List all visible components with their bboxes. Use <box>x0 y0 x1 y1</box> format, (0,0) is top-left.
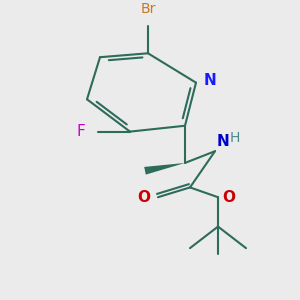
Text: N: N <box>204 73 217 88</box>
Polygon shape <box>144 163 185 175</box>
Text: H: H <box>230 131 240 145</box>
Text: Br: Br <box>140 2 156 16</box>
Text: N: N <box>217 134 230 149</box>
Text: O: O <box>137 190 150 205</box>
Text: O: O <box>222 190 235 205</box>
Text: F: F <box>76 124 85 139</box>
